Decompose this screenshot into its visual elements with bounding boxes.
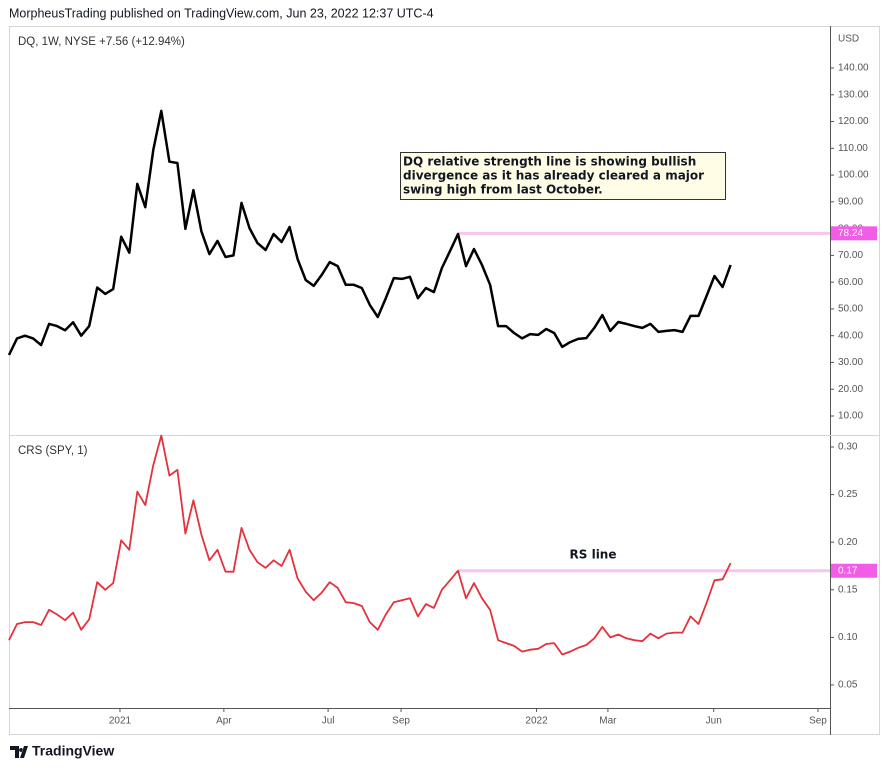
annotation-box <box>400 152 726 200</box>
tradingview-logo <box>10 746 28 758</box>
y-tick-label: 40.00 <box>838 330 863 341</box>
footer-brand: TradingView <box>32 743 114 759</box>
annotation-line: swing high from last October. <box>403 183 603 197</box>
x-tick-label: Sep <box>809 716 827 727</box>
price-unit: USD <box>838 34 859 45</box>
annotation-line: DQ relative strength line is showing bul… <box>403 155 696 169</box>
level-label: 0.17 <box>838 565 858 576</box>
y-tick-label: 0.05 <box>838 680 858 691</box>
level-label-box <box>831 563 877 578</box>
publish-header: MorpheusTrading published on TradingView… <box>9 6 434 20</box>
x-tick-label: Jun <box>706 716 722 727</box>
price-line <box>8 434 732 656</box>
x-tick-label: Apr <box>216 716 232 727</box>
annotation-line: divergence as it has already cleared a m… <box>403 169 704 183</box>
y-tick-label: 0.20 <box>838 537 858 548</box>
pane-title: DQ, 1W, NYSE +7.56 (+12.94%) <box>18 36 185 48</box>
x-tick-label: Mar <box>599 716 617 727</box>
y-tick-label: 110.00 <box>838 143 868 154</box>
level-label: 78.24 <box>838 228 863 239</box>
y-tick-label: 70.00 <box>838 250 863 261</box>
y-tick-label: 0.30 <box>838 442 858 453</box>
y-tick-label: 90.00 <box>838 196 863 207</box>
x-tick-label: 2022 <box>525 716 548 727</box>
pane-title: CRS (SPY, 1) <box>18 445 88 457</box>
x-tick-label: Jul <box>322 716 335 727</box>
y-tick-label: 20.00 <box>838 384 863 395</box>
chart-frame <box>9 26 880 735</box>
y-tick-label: 0.15 <box>838 584 858 595</box>
y-tick-label: 0.25 <box>838 489 858 500</box>
price-line <box>7 109 732 356</box>
y-tick-label: 130.00 <box>838 89 869 100</box>
x-tick-label: 2021 <box>109 716 132 727</box>
y-tick-label: 50.00 <box>838 304 863 315</box>
y-tick-label: 100.00 <box>838 170 869 181</box>
y-tick-label: 0.10 <box>838 632 858 643</box>
y-tick-label: 120.00 <box>838 116 869 127</box>
level-label-box <box>831 226 877 241</box>
annotation: RS line <box>570 548 617 562</box>
y-tick-label: 10.00 <box>838 411 863 422</box>
y-tick-label: 140.00 <box>838 63 869 74</box>
y-tick-label: 60.00 <box>838 277 863 288</box>
y-tick-label: 30.00 <box>838 357 863 368</box>
x-tick-label: Sep <box>392 716 410 727</box>
